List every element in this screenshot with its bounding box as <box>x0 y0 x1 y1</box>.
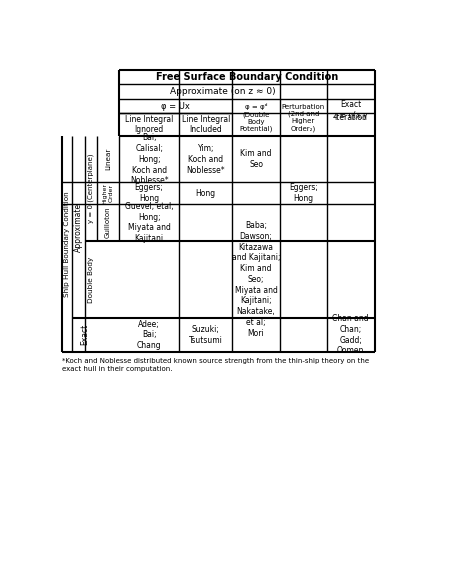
Text: Linear: Linear <box>105 148 111 170</box>
Text: Approximate (on z ≈ 0): Approximate (on z ≈ 0) <box>170 87 275 96</box>
Text: Free Surface Boundary Condition: Free Surface Boundary Condition <box>155 72 338 82</box>
Text: *Koch and Noblesse distributed known source strength from the thin-ship theory o: *Koch and Noblesse distributed known sou… <box>62 358 369 372</box>
Text: Exact: Exact <box>80 324 89 346</box>
Text: Higher
Order: Higher Order <box>102 183 114 204</box>
Text: Iteration: Iteration <box>334 113 367 122</box>
Text: Chan and
Chan;
Gadd;
Oomen: Chan and Chan; Gadd; Oomen <box>332 314 369 355</box>
Text: Yim;
Koch and
Noblesse*: Yim; Koch and Noblesse* <box>186 144 225 175</box>
Text: Adee;
Bai;
Chang: Adee; Bai; Chang <box>137 320 162 350</box>
Text: Eggers;
Hong: Eggers; Hong <box>289 183 318 203</box>
Text: y = 0 (Centerplane): y = 0 (Centerplane) <box>88 154 94 223</box>
Text: Perturbation
(2nd and
Higher
Order₂): Perturbation (2nd and Higher Order₂) <box>282 104 325 132</box>
Text: φ = φᵈ
(Double
Body
Potential): φ = φᵈ (Double Body Potential) <box>239 103 273 132</box>
Text: Eggers;
Hong: Eggers; Hong <box>135 183 164 203</box>
Text: Guilloton: Guilloton <box>105 206 111 238</box>
Text: Baba;
Dawson;
Kitazawa
and Kajitani;
Kim and
Seo;
Miyata and
Kajitani;
Nakatake,: Baba; Dawson; Kitazawa and Kajitani; Kim… <box>232 221 280 338</box>
Text: Suzuki;
Tsutsumi: Suzuki; Tsutsumi <box>189 325 223 345</box>
Text: φ = Ux: φ = Ux <box>161 102 190 111</box>
Text: Line Integral
Included: Line Integral Included <box>182 115 230 134</box>
Text: Hong: Hong <box>196 189 216 198</box>
Text: Bai;
Calisal;
Hong;
Koch and
Noblesse*: Bai; Calisal; Hong; Koch and Noblesse* <box>130 133 168 186</box>
Text: Line Integral
Ignored: Line Integral Ignored <box>125 115 173 134</box>
Text: Kim and
Seo: Kim and Seo <box>240 149 272 169</box>
Text: Approximate: Approximate <box>74 202 83 252</box>
Text: Ship Hull Boundary Condition: Ship Hull Boundary Condition <box>64 191 70 297</box>
Text: Exact
z = η(x,y: Exact z = η(x,y <box>333 100 368 120</box>
Text: Double Body: Double Body <box>88 256 94 302</box>
Text: Guevel, etal;
Hong;
Miyata and
Kajitani: Guevel, etal; Hong; Miyata and Kajitani <box>125 202 173 243</box>
